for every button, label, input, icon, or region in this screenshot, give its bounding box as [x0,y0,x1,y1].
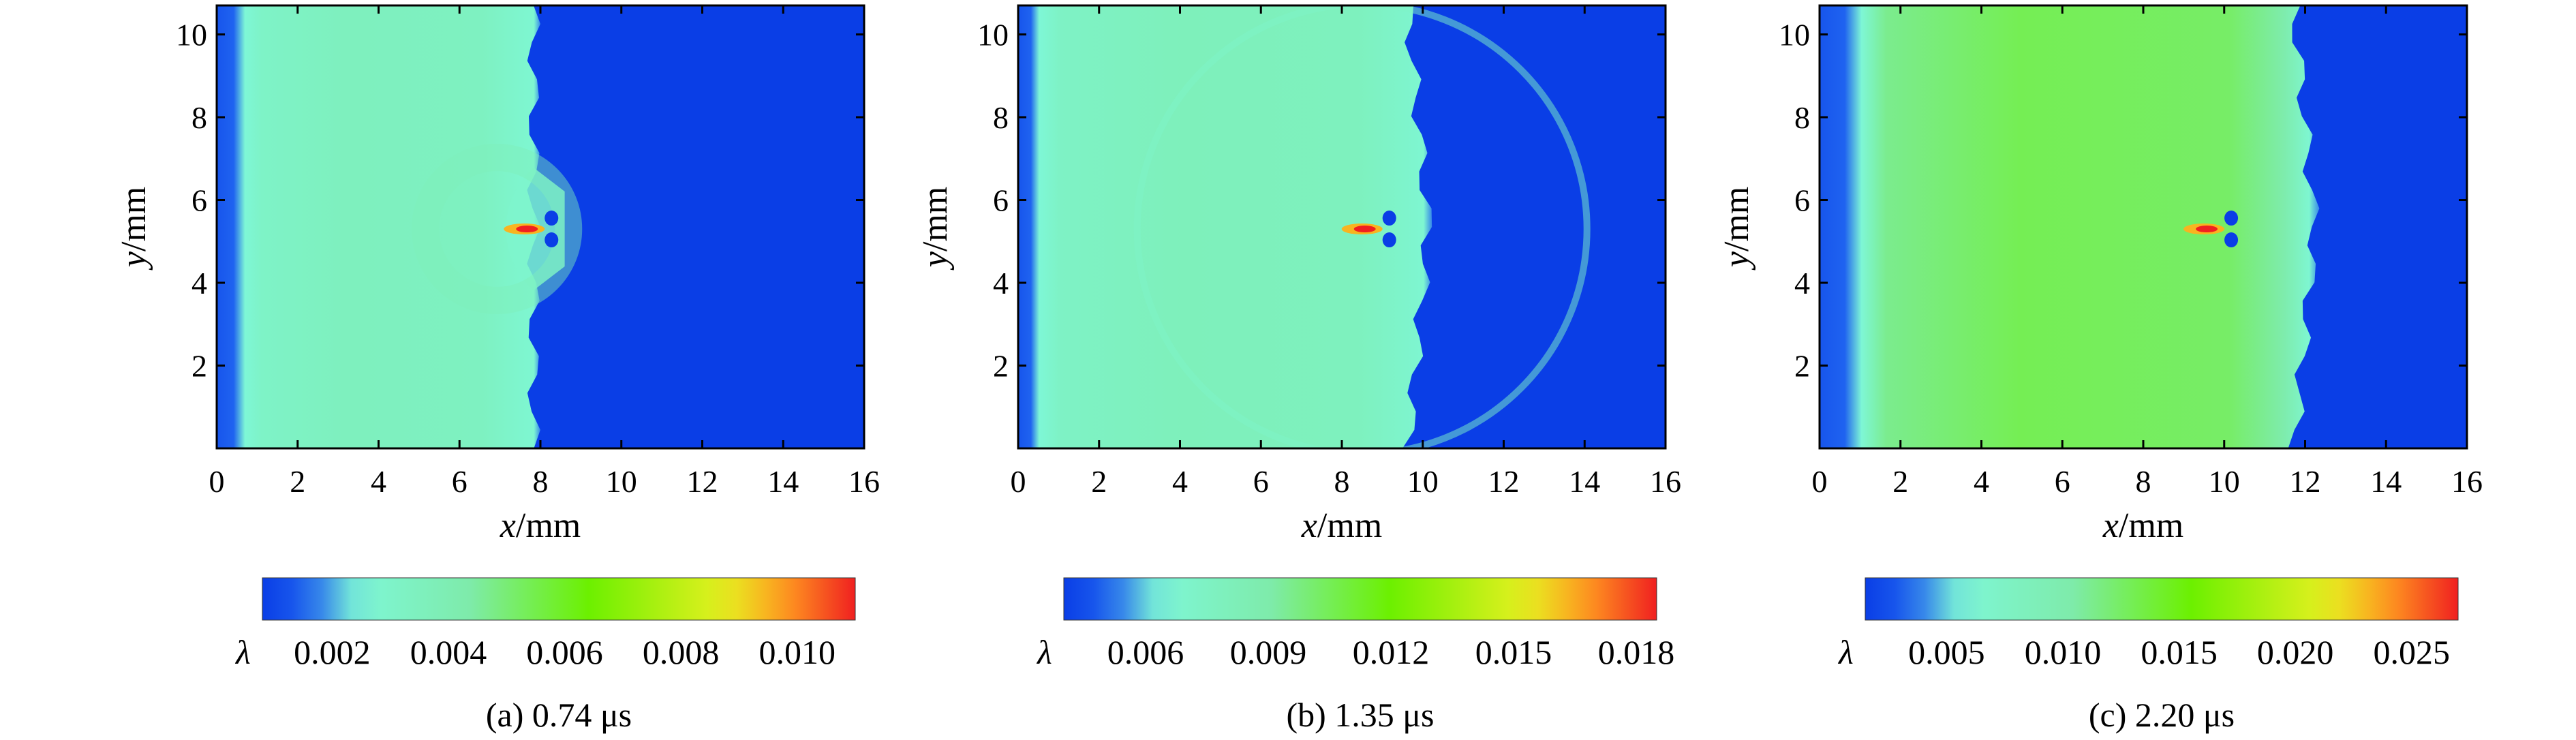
y-tick-label: 10 [977,18,1009,52]
hotspot-core [1353,226,1376,233]
colorbar-tick-label: 0.010 [2025,633,2102,671]
x-tick-label: 8 [2136,464,2151,499]
panel-2: 0 2 4 6 8 10 12 14 16 2 4 6 8 10 x/mm y/mm λ 0.006 0.009 0.… [916,4,1681,734]
y-tick-label: 6 [1794,183,1810,218]
colorbar-tick-label: 0.010 [758,633,835,671]
wave-ring [1133,5,1591,448]
x-tick-label: 0 [1011,464,1026,499]
x-tick-label: 0 [209,464,225,499]
y-tick-label: 4 [993,266,1009,300]
void-lower [2224,232,2239,248]
colorbar-tick-label: 0.018 [1598,633,1675,671]
colorbar-symbol: λ [1837,633,1854,671]
colorbar [1063,577,1657,621]
x-axis-label: x/mm [2102,506,2183,545]
wave-ring [412,144,583,315]
x-tick-label: 12 [2290,464,2321,499]
x-tick-label: 0 [1812,464,1828,499]
colorbar-tick-label: 0.004 [410,633,487,671]
panels: 0 2 4 6 8 10 12 14 16 2 4 6 8 10 x/mm y/mm λ 0.002 0.004 0.… [114,4,2483,734]
x-tick-label: 16 [1650,464,1681,499]
x-tick-label: 14 [2370,464,2402,499]
colorbar-tick-label: 0.002 [294,633,371,671]
y-axis-label: y/mm [916,187,955,271]
panel-3: 0 2 4 6 8 10 12 14 16 2 4 6 8 10 x/mm y/mm λ 0.005 0.010 0.… [1717,4,2483,734]
hotspot-core [516,226,538,233]
panel-caption: (b) 1.35 μs [1286,696,1434,734]
colorbar [262,577,856,621]
void-upper [2224,211,2239,226]
colorbar-tick-label: 0.015 [1475,633,1552,671]
heatmap-field [217,5,864,448]
y-tick-label: 10 [176,18,207,52]
x-tick-label: 14 [1569,464,1600,499]
x-tick-label: 4 [371,464,386,499]
panel-caption: (a) 0.74 μs [486,696,632,734]
x-tick-label: 6 [1253,464,1269,499]
colorbar-symbol: λ [1036,633,1052,671]
colorbar-tick-label: 0.008 [643,633,720,671]
hotspot-core [2196,226,2218,233]
x-tick-label: 2 [1892,464,1908,499]
void-upper [1382,211,1396,226]
colorbar-symbol: λ [234,633,251,671]
x-tick-label: 14 [767,464,799,499]
y-tick-label: 4 [1794,266,1810,300]
x-tick-label: 8 [533,464,549,499]
x-tick-label: 6 [2055,464,2070,499]
x-tick-label: 8 [1334,464,1350,499]
y-tick-label: 2 [993,349,1009,384]
heatmap-field [1018,5,1666,448]
y-tick-label: 10 [1779,18,1810,52]
x-tick-label: 12 [1488,464,1520,499]
y-tick-label: 8 [191,100,207,135]
y-axis-label: y/mm [114,187,153,271]
heatmap-band [1820,5,2320,448]
x-tick-label: 16 [848,464,880,499]
x-tick-label: 4 [1974,464,1989,499]
colorbar-tick-label: 0.005 [1908,633,1985,671]
heatmap-band [217,5,540,448]
y-tick-label: 6 [191,183,207,218]
y-tick-label: 4 [191,266,207,300]
x-tick-label: 16 [2451,464,2483,499]
colorbar-tick-label: 0.012 [1353,633,1430,671]
x-tick-label: 2 [1091,464,1107,499]
x-tick-label: 2 [290,464,305,499]
x-tick-label: 10 [2209,464,2240,499]
colorbar-tick-label: 0.009 [1230,633,1307,671]
colorbar-tick-label: 0.020 [2257,633,2334,671]
x-axis-label: x/mm [500,506,581,545]
panel-1: 0 2 4 6 8 10 12 14 16 2 4 6 8 10 x/mm y/mm λ 0.002 0.004 0.… [114,4,880,734]
x-tick-label: 4 [1172,464,1188,499]
y-tick-label: 8 [993,100,1009,135]
colorbar-tick-label: 0.006 [526,633,603,671]
x-tick-label: 12 [687,464,718,499]
x-tick-label: 10 [1407,464,1439,499]
x-axis-label: x/mm [1301,506,1382,545]
heatmap-field [1820,5,2467,448]
void-lower [1382,232,1396,248]
x-tick-label: 6 [452,464,467,499]
colorbar-tick-label: 0.006 [1107,633,1184,671]
colorbar [1865,577,2459,621]
void-lower [545,232,559,248]
panel-caption: (c) 2.20 μs [2089,696,2235,734]
heatmap-band [1018,5,1432,448]
colorbar-tick-label: 0.015 [2141,633,2218,671]
y-tick-label: 8 [1794,100,1810,135]
y-tick-label: 2 [1794,349,1810,384]
x-tick-label: 10 [606,464,637,499]
void-upper [545,211,559,226]
y-tick-label: 6 [993,183,1009,218]
y-axis-label: y/mm [1717,187,1756,271]
y-tick-label: 2 [191,349,207,384]
colorbar-tick-label: 0.025 [2374,633,2451,671]
